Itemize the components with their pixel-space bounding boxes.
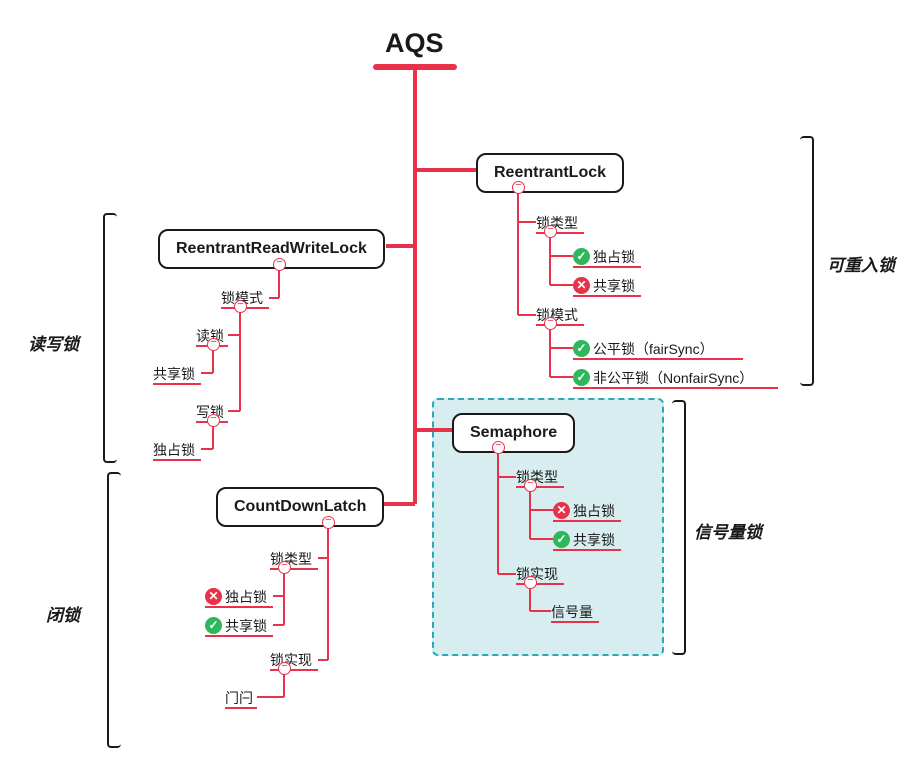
annot-readwrite: 读写锁	[28, 330, 79, 355]
collapse-icon[interactable]	[512, 181, 525, 194]
check-icon	[205, 617, 222, 634]
collapse-icon[interactable]	[273, 258, 286, 271]
check-icon	[573, 248, 590, 265]
collapse-icon[interactable]	[544, 225, 557, 238]
bracket-reentrant	[800, 136, 814, 386]
c-gate-ul	[225, 707, 257, 709]
s-type-label: 锁类型	[516, 467, 558, 487]
cross-icon	[205, 588, 222, 605]
collapse-icon[interactable]	[524, 576, 537, 589]
check-icon	[573, 340, 590, 357]
s-sig-ul	[551, 621, 599, 623]
collapse-icon[interactable]	[207, 414, 220, 427]
bracket-semaphore	[672, 400, 686, 655]
annot-reentrant: 可重入锁	[827, 251, 895, 276]
collapse-icon[interactable]	[207, 338, 220, 351]
s-excl-label: 独占锁	[573, 501, 615, 521]
c-share-label: 共享锁	[225, 616, 267, 636]
c-type-label: 锁类型	[270, 549, 312, 569]
diagram-canvas: AQS ReentrantLock ReentrantReadWriteLock…	[0, 0, 916, 769]
r-nfair-ul	[573, 387, 778, 389]
rw-read-share-label: 共享锁	[153, 364, 195, 384]
r-share-ul	[573, 295, 641, 297]
annot-latch: 闭锁	[46, 601, 80, 626]
cross-icon	[573, 277, 590, 294]
bracket-latch	[107, 472, 121, 748]
collapse-icon[interactable]	[278, 561, 291, 574]
s-share-label: 共享锁	[573, 530, 615, 550]
annot-semaphore: 信号量锁	[694, 518, 762, 543]
cross-icon	[553, 502, 570, 519]
c-gate-label: 门闩	[225, 688, 253, 708]
bracket-readwrite	[103, 213, 117, 463]
r-fair-label: 公平锁（fairSync）	[593, 339, 714, 359]
r-fair-ul	[573, 358, 743, 360]
s-impl-label: 锁实现	[516, 564, 558, 584]
r-excl-label: 独占锁	[593, 247, 635, 267]
r-nfair-label: 非公平锁（NonfairSync）	[593, 368, 753, 388]
rw-write-excl-ul	[153, 459, 201, 461]
collapse-icon[interactable]	[322, 516, 335, 529]
c-share-ul	[205, 635, 273, 637]
collapse-icon[interactable]	[544, 317, 557, 330]
s-share-ul	[553, 549, 621, 551]
s-sig-label: 信号量	[551, 602, 593, 622]
root-title: AQS	[385, 28, 444, 59]
rw-read-share-ul	[153, 383, 201, 385]
collapse-icon[interactable]	[278, 662, 291, 675]
collapse-icon[interactable]	[524, 479, 537, 492]
node-semaphore[interactable]: Semaphore	[452, 413, 575, 453]
collapse-icon[interactable]	[492, 441, 505, 454]
root-underline	[373, 64, 457, 70]
r-mode-label: 锁模式	[536, 305, 578, 325]
node-reentrantlock[interactable]: ReentrantLock	[476, 153, 624, 193]
check-icon	[573, 369, 590, 386]
r-type-label: 锁类型	[536, 213, 578, 233]
c-excl-label: 独占锁	[225, 587, 267, 607]
rw-write-excl-label: 独占锁	[153, 440, 195, 460]
collapse-icon[interactable]	[234, 300, 247, 313]
c-impl-label: 锁实现	[270, 650, 312, 670]
node-reentrantreadwritelock[interactable]: ReentrantReadWriteLock	[158, 229, 385, 269]
s-excl-ul	[553, 520, 621, 522]
r-share-label: 共享锁	[593, 276, 635, 296]
r-excl-ul	[573, 266, 641, 268]
node-countdownlatch[interactable]: CountDownLatch	[216, 487, 384, 527]
c-excl-ul	[205, 606, 273, 608]
check-icon	[553, 531, 570, 548]
